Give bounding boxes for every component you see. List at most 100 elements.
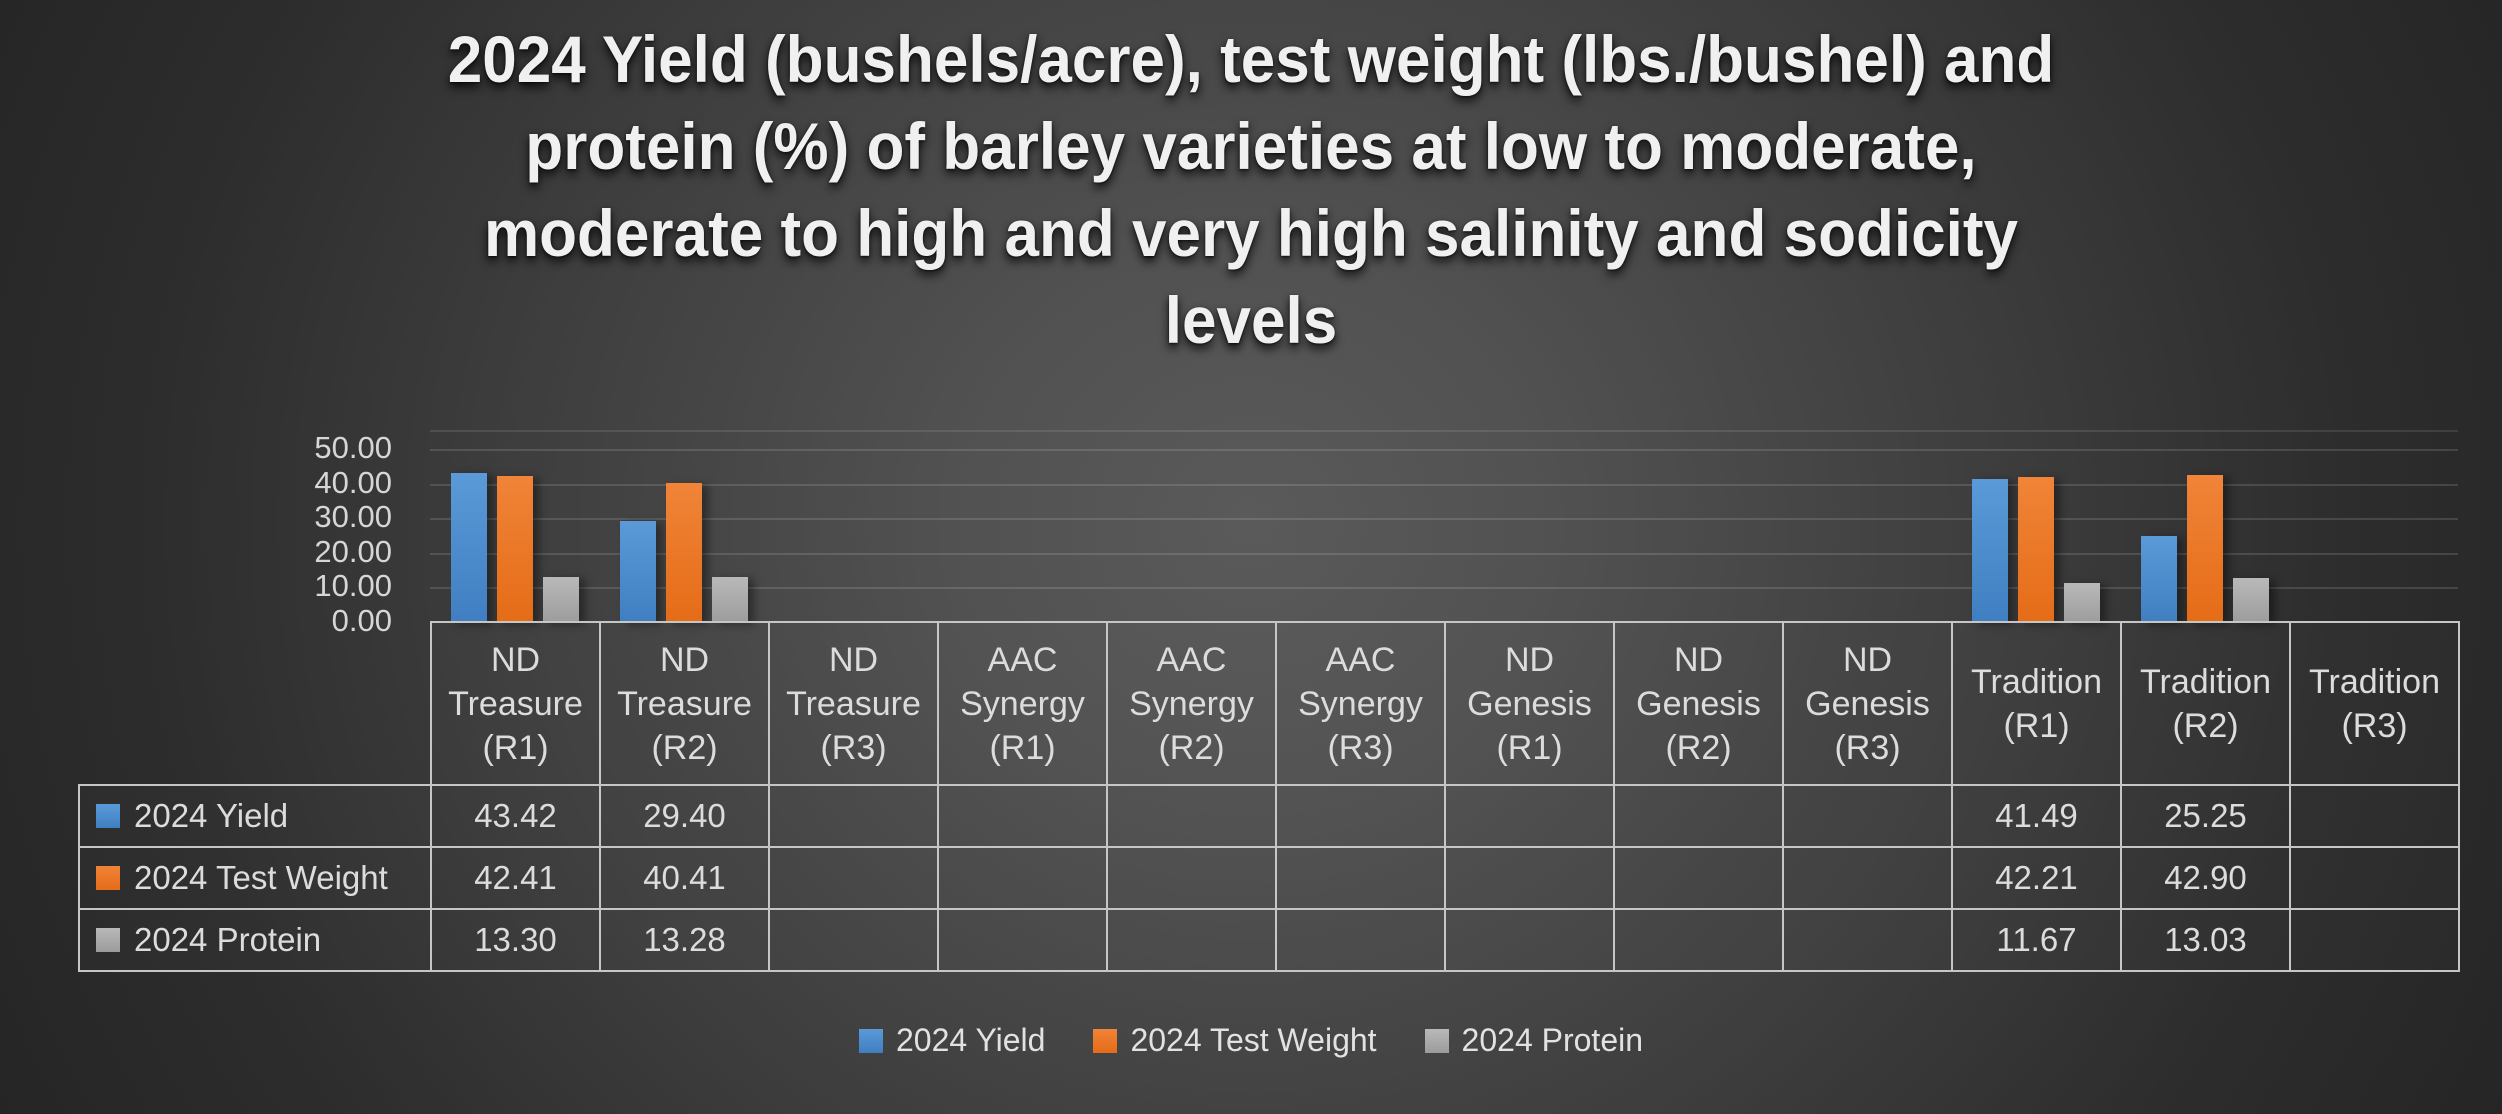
legend-swatch xyxy=(858,1028,883,1053)
gridline xyxy=(430,449,2458,451)
bar xyxy=(665,483,702,623)
table-row: 2024 Yield 43.42 29.40 41.49 25.25 xyxy=(78,784,2460,848)
y-tick-label: 40.00 xyxy=(314,464,392,500)
series-name: 2024 Test Weight xyxy=(134,859,388,896)
legend: 2024 Yield 2024 Test Weight 2024 Protein xyxy=(0,1022,2502,1059)
legend-label: 2024 Yield xyxy=(895,1022,1046,1058)
y-tick-label: 50.00 xyxy=(314,430,392,465)
category-header: ND Genesis (R2) xyxy=(1613,621,1784,786)
category-header: AAC Synergy (R1) xyxy=(937,621,1108,786)
gridline xyxy=(430,518,2458,521)
value-cell: 11.67 xyxy=(1951,908,2122,972)
series-name: 2024 Yield xyxy=(134,797,289,834)
y-tick-label: 10.00 xyxy=(314,568,392,604)
value-cell: 42.90 xyxy=(2120,846,2291,910)
table-row: 2024 Protein 13.30 13.28 11.67 13.03 xyxy=(78,908,2460,972)
category-header: Tradition (R3) xyxy=(2289,621,2460,786)
legend-key-swatch xyxy=(96,804,120,828)
value-cell: 13.30 xyxy=(430,908,601,972)
value-cell: 43.42 xyxy=(430,784,601,848)
table-row: 2024 Test Weight 42.41 40.41 42.21 42.90 xyxy=(78,846,2460,910)
value-cell xyxy=(1275,908,1446,972)
legend-item: 2024 Test Weight xyxy=(1093,1022,1377,1059)
gridline xyxy=(430,552,2458,555)
series-name: 2024 Protein xyxy=(134,921,322,958)
bar-group-12 xyxy=(2289,432,2458,623)
legend-label: 2024 Protein xyxy=(1461,1022,1644,1058)
bar-group-6 xyxy=(1275,432,1444,623)
bar-group-5 xyxy=(1106,432,1275,623)
table-corner-blank xyxy=(79,622,431,785)
value-cell: 42.21 xyxy=(1951,846,2122,910)
category-header: AAC Synergy (R3) xyxy=(1275,621,1446,786)
series-row-label: 2024 Test Weight xyxy=(78,846,432,910)
legend-key-swatch xyxy=(96,928,120,952)
bar-group-4 xyxy=(937,432,1106,623)
value-cell: 29.40 xyxy=(599,784,770,848)
value-cell xyxy=(1613,908,1784,972)
value-cell: 25.25 xyxy=(2120,784,2291,848)
category-header: Tradition (R2) xyxy=(2120,621,2291,786)
value-cell: 13.28 xyxy=(599,908,770,972)
bar xyxy=(2186,474,2223,623)
gridline xyxy=(430,587,2458,590)
value-cell xyxy=(768,784,939,848)
value-cell xyxy=(2289,908,2460,972)
value-cell: 42.41 xyxy=(430,846,601,910)
value-cell xyxy=(1444,908,1615,972)
value-cell xyxy=(937,846,1108,910)
bar-group-7 xyxy=(1444,432,1613,623)
y-tick-label: 0.00 xyxy=(331,603,392,638)
bar xyxy=(450,472,487,623)
value-cell xyxy=(2289,846,2460,910)
category-header: Tradition (R1) xyxy=(1951,621,2122,786)
chart-title: 2024 Yield (bushels/acre), test weight (… xyxy=(447,22,2055,357)
category-header: ND Treasure (R3) xyxy=(768,621,939,786)
legend-key-swatch xyxy=(96,866,120,890)
value-cell: 41.49 xyxy=(1951,784,2122,848)
bar xyxy=(496,476,533,623)
bar-groups xyxy=(430,432,2458,623)
series-row-label: 2024 Yield xyxy=(78,784,432,848)
legend-swatch xyxy=(1093,1028,1118,1053)
value-cell xyxy=(2289,784,2460,848)
category-header: ND Genesis (R3) xyxy=(1782,621,1953,786)
value-cell xyxy=(768,846,939,910)
value-cell xyxy=(1782,846,1953,910)
bar xyxy=(542,576,579,623)
value-cell xyxy=(1275,846,1446,910)
series-row-label: 2024 Protein xyxy=(78,908,432,972)
bar-group-3 xyxy=(768,432,937,623)
bar xyxy=(2232,577,2269,623)
y-tick-label: 30.00 xyxy=(314,499,392,535)
category-header: AAC Synergy (R2) xyxy=(1106,621,1277,786)
value-cell xyxy=(1106,846,1277,910)
value-cell: 40.41 xyxy=(599,846,770,910)
legend-swatch xyxy=(1424,1028,1449,1053)
value-cell xyxy=(1106,908,1277,972)
y-tick-label: 20.00 xyxy=(314,533,392,569)
value-cell xyxy=(1782,908,1953,972)
bar-group-11 xyxy=(2120,432,2289,623)
bar-group-2 xyxy=(599,432,768,623)
bar xyxy=(1971,479,2008,623)
value-cell xyxy=(1613,784,1784,848)
value-cell xyxy=(937,908,1108,972)
value-cell xyxy=(1275,784,1446,848)
legend-label: 2024 Test Weight xyxy=(1130,1022,1377,1058)
bar-group-1 xyxy=(430,432,599,623)
bar xyxy=(2017,476,2054,623)
value-cell xyxy=(768,908,939,972)
value-cell: 13.03 xyxy=(2120,908,2291,972)
gridline xyxy=(430,483,2458,486)
y-axis: 50.00 40.00 30.00 20.00 10.00 0.00 xyxy=(230,430,392,638)
legend-item: 2024 Yield xyxy=(858,1022,1046,1059)
bar-group-10 xyxy=(1951,432,2120,623)
bar xyxy=(619,521,656,623)
value-cell xyxy=(1444,784,1615,848)
category-header: ND Treasure (R2) xyxy=(599,621,770,786)
bar xyxy=(2140,535,2177,623)
category-header: ND Treasure (R1) xyxy=(430,621,601,786)
category-header: ND Genesis (R1) xyxy=(1444,621,1615,786)
